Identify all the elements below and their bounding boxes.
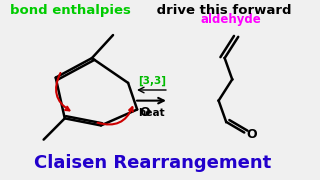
Text: [3,3]: [3,3] (138, 76, 166, 86)
FancyArrowPatch shape (56, 73, 69, 110)
Text: O: O (246, 128, 257, 141)
Text: heat: heat (138, 108, 165, 118)
Text: O: O (140, 106, 150, 119)
Text: drive this forward: drive this forward (152, 4, 292, 17)
FancyArrowPatch shape (98, 107, 133, 125)
Text: bond enthalpies: bond enthalpies (11, 4, 131, 17)
Text: Claisen Rearrangement: Claisen Rearrangement (34, 154, 271, 172)
Text: aldehyde: aldehyde (200, 13, 261, 26)
